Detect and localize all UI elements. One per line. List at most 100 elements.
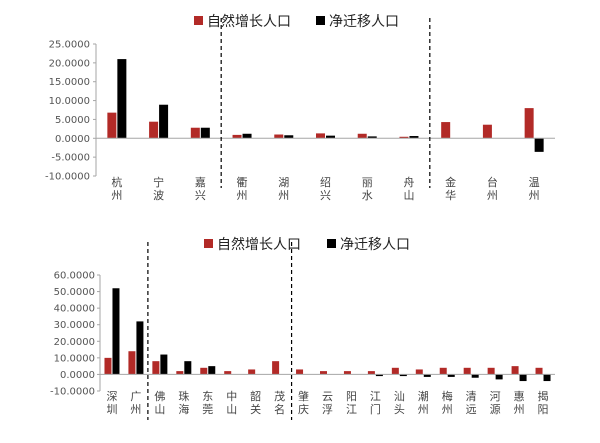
x-tick-label: 云浮 bbox=[322, 390, 333, 416]
bar-natural-5 bbox=[224, 371, 232, 375]
bar-migration-14 bbox=[447, 374, 455, 377]
y-tick-label: -10.0000 bbox=[45, 172, 90, 183]
bar-migration-12 bbox=[399, 374, 407, 377]
bar-natural-1 bbox=[149, 121, 159, 139]
legend: 自然增长人口 净迁移人口 bbox=[194, 13, 399, 30]
x-tick-label: 台州 bbox=[487, 175, 498, 202]
x-tick-label: 舟山 bbox=[403, 175, 414, 202]
bar-natural-9 bbox=[320, 371, 327, 375]
x-tick-label: 揭阳 bbox=[538, 389, 549, 416]
bar-migration-5 bbox=[326, 135, 335, 139]
y-tick-label: 20.0000 bbox=[54, 337, 95, 348]
bar-migration-16 bbox=[495, 374, 503, 380]
x-tick-label: 广州 bbox=[130, 390, 141, 416]
x-tick-label: 清远 bbox=[466, 390, 477, 416]
bar-natural-11 bbox=[367, 371, 375, 375]
bar-natural-8 bbox=[441, 122, 451, 139]
x-tick-label: 绍兴 bbox=[320, 175, 331, 202]
x-tick-label: 汕头 bbox=[394, 390, 405, 416]
bar-natural-0 bbox=[104, 357, 112, 375]
y-tick-label: 10.0000 bbox=[49, 96, 90, 107]
x-tick-label: 河源 bbox=[490, 390, 501, 416]
y-tick-label: 60.0000 bbox=[54, 271, 95, 282]
y-tick-label: 20.0000 bbox=[49, 58, 90, 69]
y-tick-label: 15.0000 bbox=[49, 77, 90, 88]
bar-natural-1 bbox=[128, 351, 136, 375]
x-tick-label: 丽水 bbox=[362, 176, 373, 202]
bar-natural-15 bbox=[463, 367, 471, 375]
bar-natural-13 bbox=[415, 369, 423, 375]
x-tick-label: 潮州 bbox=[418, 389, 429, 416]
y-tick-label: -5.0000 bbox=[51, 153, 90, 164]
y-tick-label: 30.0000 bbox=[54, 320, 95, 331]
bar-natural-12 bbox=[391, 367, 399, 375]
x-tick-label: 珠海 bbox=[178, 389, 189, 416]
bars bbox=[107, 59, 544, 152]
bar-natural-7 bbox=[272, 361, 280, 375]
bar-migration-2 bbox=[200, 127, 210, 139]
legend-swatch-migration bbox=[327, 239, 336, 248]
legend-swatch-migration bbox=[316, 16, 325, 25]
y-tick-label: 25.0000 bbox=[49, 40, 90, 51]
chart-guangdong: 自然增长人口 净迁移人口 60.0000 50.0000 40.0000 30.… bbox=[50, 236, 555, 420]
bar-natural-5 bbox=[316, 133, 325, 139]
legend-label-migration: 净迁移人口 bbox=[329, 14, 399, 30]
y-tick-label: 50.0000 bbox=[54, 287, 95, 298]
bar-migration-2 bbox=[160, 354, 168, 375]
y-tick-labels: 25.0000 20.0000 15.0000 10.0000 5.0000 0… bbox=[45, 40, 90, 183]
category-labels: 杭州 宁波 嘉兴 衢州 湖州 绍兴 丽水 舟山 金华 台州 温州 bbox=[111, 175, 539, 202]
bar-migration-3 bbox=[184, 361, 192, 375]
bar-migration-6 bbox=[367, 136, 377, 139]
y-tick-labels: 60.0000 50.0000 40.0000 30.0000 20.0000 … bbox=[50, 271, 95, 398]
bar-natural-2 bbox=[152, 361, 160, 375]
x-tick-label: 惠州 bbox=[514, 389, 525, 416]
bar-migration-0 bbox=[112, 288, 120, 375]
legend-label-natural: 自然增长人口 bbox=[217, 236, 301, 253]
bar-migration-0 bbox=[117, 59, 127, 139]
y-tick-label: 10.0000 bbox=[54, 353, 95, 364]
bar-natural-14 bbox=[439, 367, 447, 375]
x-tick-label: 佛山 bbox=[154, 390, 165, 416]
x-tick-label: 江门 bbox=[370, 390, 381, 416]
x-tick-label: 金华 bbox=[445, 175, 456, 202]
y-tick-label: 0.0000 bbox=[55, 134, 90, 145]
bar-migration-10 bbox=[534, 138, 544, 152]
x-tick-label: 梅州 bbox=[442, 389, 453, 416]
bar-natural-8 bbox=[296, 369, 304, 375]
y-tick-label: 0.0000 bbox=[60, 370, 95, 381]
bar-natural-3 bbox=[232, 134, 242, 139]
legend-swatch-natural bbox=[194, 16, 203, 25]
bar-natural-17 bbox=[511, 366, 519, 375]
bar-migration-1 bbox=[159, 104, 169, 139]
bar-natural-2 bbox=[190, 127, 200, 139]
bar-migration-18 bbox=[543, 374, 551, 382]
bar-natural-6 bbox=[248, 369, 256, 375]
x-tick-label: 湖州 bbox=[278, 176, 289, 202]
x-tick-label: 东莞 bbox=[202, 390, 213, 416]
x-tick-label: 韶关 bbox=[250, 389, 261, 416]
bar-natural-3 bbox=[176, 371, 184, 375]
x-tick-label: 温州 bbox=[529, 176, 540, 202]
bar-natural-6 bbox=[357, 133, 367, 139]
y-tick-label: 40.0000 bbox=[54, 304, 95, 315]
legend-swatch-natural bbox=[204, 239, 213, 248]
bar-migration-17 bbox=[519, 374, 527, 382]
legend-label-migration: 净迁移人口 bbox=[340, 237, 410, 253]
bar-migration-13 bbox=[423, 374, 431, 377]
x-tick-label: 深圳 bbox=[106, 390, 117, 416]
bar-natural-4 bbox=[274, 134, 284, 139]
x-tick-label: 阳江 bbox=[346, 390, 357, 416]
y-tick-label: 5.0000 bbox=[55, 115, 90, 126]
bar-natural-10 bbox=[524, 108, 534, 139]
bar-migration-4 bbox=[208, 366, 216, 375]
legend: 自然增长人口 净迁移人口 bbox=[204, 236, 410, 253]
bar-migration-7 bbox=[409, 136, 419, 139]
bar-migration-4 bbox=[284, 135, 294, 139]
bar-natural-4 bbox=[200, 367, 208, 375]
x-tick-label: 茂名 bbox=[274, 389, 285, 416]
bar-natural-16 bbox=[487, 367, 495, 375]
bar-migration-15 bbox=[471, 374, 479, 378]
bar-natural-10 bbox=[343, 371, 351, 375]
